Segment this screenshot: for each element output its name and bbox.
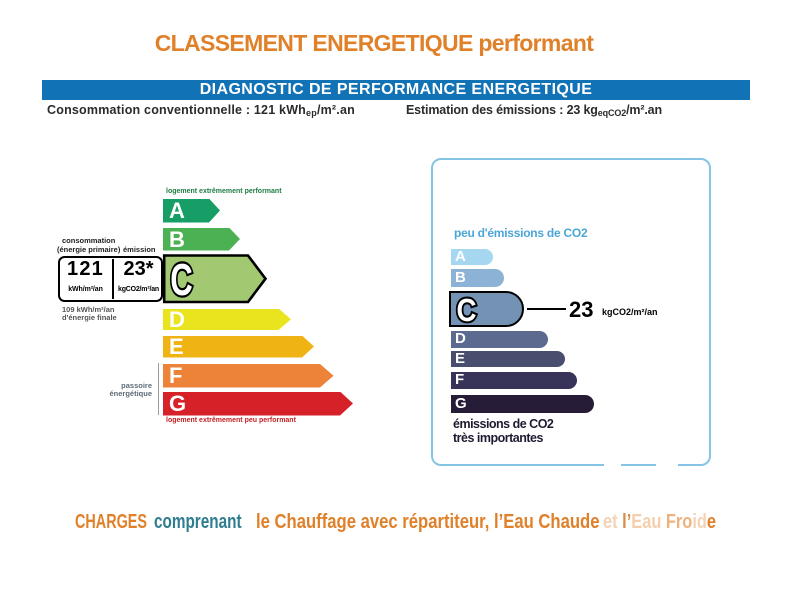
svg-text:C: C: [170, 256, 193, 302]
svg-text:C: C: [457, 292, 477, 328]
